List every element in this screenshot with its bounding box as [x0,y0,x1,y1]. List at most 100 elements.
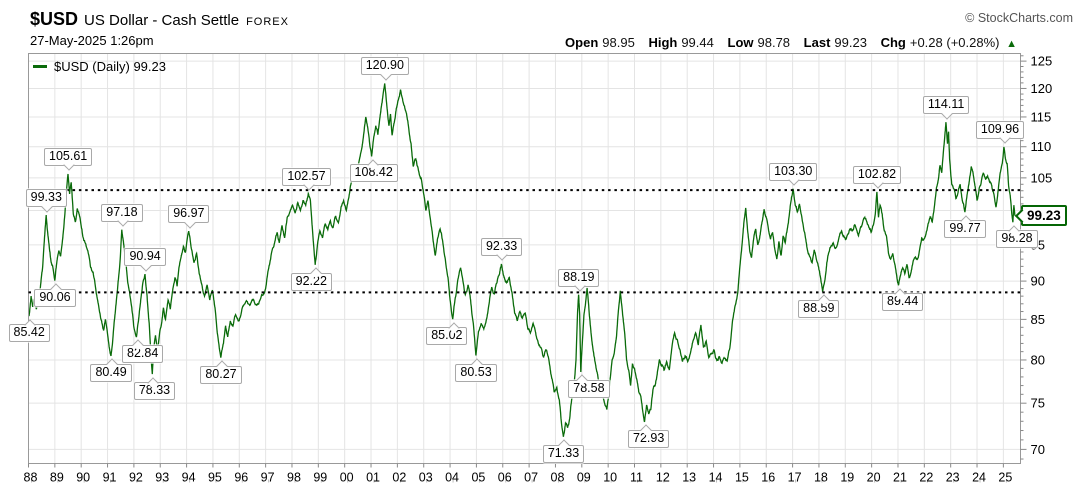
price-callout: 78.33 [133,376,176,401]
x-axis-label: 25 [998,471,1012,485]
x-axis-label: 04 [445,471,459,485]
ticker-symbol: $USD [30,9,79,29]
chart-datetime: 27-May-2025 1:26pm [30,33,154,48]
quote-open: Open 98.95 [565,35,635,50]
x-axis-label: 20 [867,471,881,485]
y-axis-label: 105 [1031,170,1053,185]
price-callout: 80.27 [200,360,242,384]
price-callout: 96.97 [168,205,210,229]
legend-line-swatch-icon [33,65,47,68]
x-axis-label: 93 [155,471,169,485]
x-axis-label: 24 [972,471,986,485]
price-callout: 89.44 [882,288,924,312]
x-axis-label: 14 [709,471,723,485]
x-axis-label: 89 [50,471,64,485]
x-axis-label: 90 [76,471,90,485]
x-axis-label: 17 [788,471,802,485]
price-callout: 98.28 [996,224,1038,249]
price-callout: 114.11 [922,96,970,120]
x-axis-label: 00 [340,471,354,485]
price-callout: 88.19 [558,268,600,292]
price-callout: 99.77 [944,214,986,239]
quote-low: Low 98.78 [727,35,791,50]
y-axis: 707580859095100105110115120125 [1020,54,1053,460]
price-callout: 90.06 [34,283,76,307]
y-axis-label: 125 [1031,54,1053,69]
price-callout: 80.53 [455,358,497,382]
price-callout: 82.84 [122,339,164,363]
y-axis-label: 80 [1031,352,1045,367]
quote-line: Open 98.95 High 99.44 Low 98.78 Last 99.23 C… [555,35,1017,50]
x-axis-label: 21 [893,471,907,485]
x-axis-label: 22 [919,471,933,485]
y-axis-label: 115 [1031,109,1052,124]
price-line [29,83,1016,437]
x-axis-label: 12 [656,471,670,485]
price-callout: 85.02 [426,322,468,346]
y-axis-label: 120 [1031,81,1053,96]
x-axis-label: 08 [551,471,565,485]
x-axis-label: 13 [682,471,696,485]
y-axis-label: 70 [1031,442,1045,457]
quote-change: Chg +0.28 (+0.28%) [880,35,1000,50]
x-axis-label: 97 [261,471,275,485]
quote-high: High 99.44 [648,35,714,50]
price-callout: 120.90 [360,57,409,81]
price-callout: 72.93 [628,424,670,448]
price-callout: 108.42 [349,159,398,183]
x-axis-label: 03 [419,471,433,485]
last-price-tag: 99.23 [1014,205,1067,227]
x-axis-label: 23 [946,471,960,485]
x-axis-label: 05 [471,471,485,485]
exchange-label: FOREX [246,16,289,28]
price-callout: 102.57 [282,167,331,191]
price-callout: 105.61 [44,147,93,172]
price-callout: 103.30 [769,162,818,186]
x-axis-label: 91 [103,471,117,485]
price-callout: 71.33 [542,439,585,463]
legend-label: $USD (Daily) 99.23 [54,59,166,74]
change-up-arrow-icon: ▲ [1006,38,1017,50]
price-callout: 90.94 [124,248,166,272]
y-axis-label: 75 [1031,396,1045,411]
x-axis-label: 01 [366,471,380,485]
x-axis-label: 19 [840,471,854,485]
price-callout: 92.22 [290,267,332,291]
x-axis-label: 06 [498,471,512,485]
x-axis: 88 89 90 91 92 93 94 95 96 97 98 99 00 01 02 03 04 05 06 07… [24,463,1012,485]
price-callout: 78.58 [568,374,610,398]
y-axis-label: 90 [1031,274,1045,289]
price-callout: 109.96 [975,120,1025,145]
price-callout: 92.33 [480,237,523,262]
x-axis-label: 16 [761,471,775,485]
x-axis-label: 98 [287,471,301,485]
y-axis-label: 110 [1031,139,1052,154]
price-callout: 80.49 [90,358,132,382]
x-axis-label: 09 [577,471,591,485]
x-axis-label: 96 [234,471,248,485]
price-callout: 102.82 [852,165,902,190]
x-axis-label: 95 [208,471,222,485]
price-callout: 97.18 [101,203,143,227]
x-axis-label: 15 [735,471,749,485]
price-callout: 99.33 [25,189,67,213]
x-axis-label: 94 [182,471,196,485]
security-name: US Dollar - Cash Settle [84,12,240,29]
x-axis-label: 88 [24,471,38,485]
series-legend: $USD (Daily) 99.23 [33,59,166,74]
x-axis-label: 10 [603,471,617,485]
stockcharts-attribution: © StockCharts.com [965,11,1073,25]
y-axis-label: 85 [1031,312,1045,327]
price-callout: 85.42 [8,318,50,343]
x-axis-label: 18 [814,471,828,485]
x-axis-label: 07 [524,471,538,485]
x-axis-label: 99 [313,471,327,485]
x-axis-label: 92 [129,471,143,485]
price-callout: 88.59 [798,294,840,318]
x-axis-label: 02 [392,471,406,485]
x-axis-label: 11 [630,471,643,485]
chart-title: $USD US Dollar - Cash Settle FOREX [30,9,289,30]
quote-last: Last 99.23 [803,35,867,50]
